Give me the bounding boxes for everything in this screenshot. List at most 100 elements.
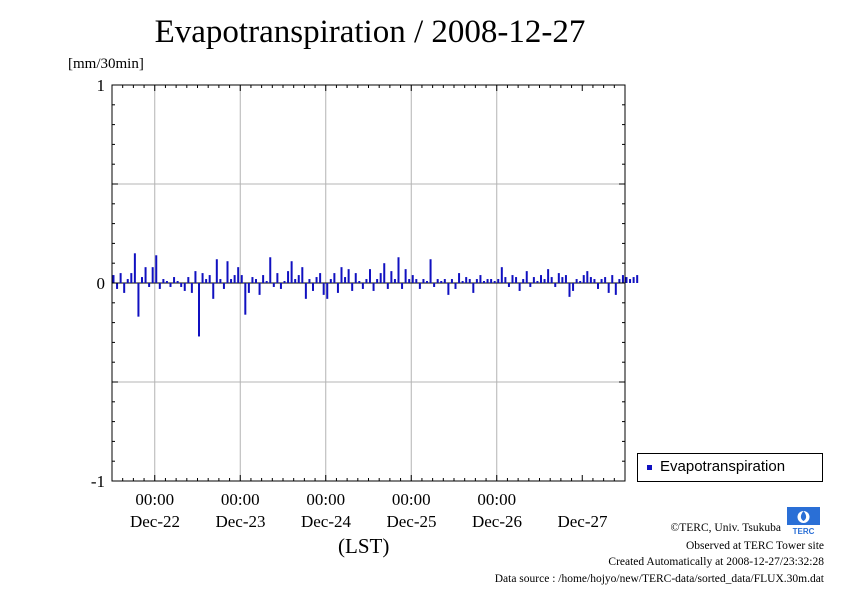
data-bar: [144, 267, 147, 283]
data-bar: [272, 283, 275, 287]
data-bar: [632, 277, 635, 283]
data-bar: [404, 269, 407, 283]
x-tick-label-day: Dec-23: [215, 512, 265, 531]
data-bar: [287, 271, 290, 283]
data-bar: [493, 281, 496, 283]
logo-text: TERC: [793, 527, 815, 536]
x-tick-label-day: Dec-22: [130, 512, 180, 531]
data-bar: [344, 277, 347, 283]
data-bar: [308, 279, 311, 283]
data-bar: [180, 283, 183, 287]
y-tick-label: 0: [97, 274, 106, 293]
data-bar: [629, 279, 632, 283]
data-bar: [422, 279, 425, 283]
data-bar: [589, 277, 592, 283]
data-bar: [176, 281, 179, 283]
data-bar: [162, 279, 165, 283]
data-bar: [500, 267, 503, 283]
data-bar: [525, 271, 528, 283]
data-bar: [621, 275, 624, 283]
data-bar: [190, 283, 193, 293]
data-bar: [351, 283, 354, 291]
data-bar: [490, 279, 493, 283]
x-tick-label-day: Dec-25: [386, 512, 436, 531]
data-bar: [518, 283, 521, 291]
data-bar: [600, 279, 603, 283]
data-bar: [532, 277, 535, 283]
data-bar: [319, 273, 322, 283]
data-bar: [543, 279, 546, 283]
credit-copyright: ©TERC, Univ. Tsukuba: [670, 522, 781, 534]
data-bar: [465, 277, 468, 283]
data-bar: [265, 281, 268, 283]
data-bar: [283, 281, 286, 283]
data-bar: [572, 283, 575, 291]
data-bar: [604, 277, 607, 283]
data-bar: [233, 275, 236, 283]
data-bar: [475, 279, 478, 283]
x-tick-label-time: 00:00: [477, 490, 516, 509]
data-bar: [347, 269, 350, 283]
data-bar: [540, 275, 542, 283]
data-bar: [614, 283, 617, 295]
data-bar: [194, 271, 197, 283]
data-bar: [290, 261, 293, 283]
data-bar: [522, 279, 525, 283]
y-tick-label: -1: [91, 472, 105, 491]
data-bar: [461, 281, 464, 283]
data-bar: [255, 279, 257, 283]
data-bar: [130, 273, 133, 283]
data-bar: [515, 277, 518, 283]
data-bar: [479, 275, 482, 283]
data-bar: [151, 267, 154, 283]
data-bar: [126, 279, 129, 283]
x-tick-label-time: 00:00: [221, 490, 260, 509]
data-bar: [222, 283, 225, 289]
data-bar: [454, 283, 457, 289]
terc-logo-icon: TERC: [783, 503, 824, 536]
data-bar: [483, 281, 485, 283]
data-bar: [557, 273, 560, 283]
data-bar: [312, 283, 314, 291]
credit-observed: Observed at TERC Tower site: [685, 540, 824, 552]
data-bar: [586, 271, 589, 283]
data-bar: [183, 283, 186, 291]
data-bar: [376, 279, 379, 283]
data-bar: [133, 253, 136, 283]
data-bar: [205, 279, 208, 283]
data-bar: [386, 283, 389, 289]
data-bar: [336, 283, 339, 293]
data-bar: [447, 283, 450, 295]
x-tick-label-day: Dec-27: [557, 512, 608, 531]
data-bar: [575, 279, 578, 283]
data-bar: [365, 279, 368, 283]
data-bar: [258, 283, 261, 295]
data-bar: [372, 283, 375, 291]
data-bar: [625, 277, 628, 283]
data-bar: [486, 279, 489, 283]
data-bar: [112, 275, 115, 283]
legend-label: Evapotranspiration: [660, 458, 786, 475]
x-tick-label-time: 00:00: [306, 490, 345, 509]
data-bar: [550, 277, 553, 283]
data-bar: [568, 283, 571, 297]
data-bar: [358, 281, 361, 283]
data-bar: [219, 279, 222, 283]
data-bar: [155, 255, 158, 283]
data-bar: [450, 279, 453, 283]
data-bar: [201, 273, 204, 283]
data-bar: [276, 273, 279, 283]
data-bar: [251, 277, 254, 283]
data-bar: [148, 283, 151, 287]
data-bar: [212, 283, 215, 299]
data-bar: [297, 275, 300, 283]
data-bar: [468, 279, 471, 283]
data-bar: [401, 283, 404, 289]
data-bar: [198, 283, 200, 337]
data-bar: [497, 279, 500, 283]
data-bar: [408, 279, 411, 283]
credit-created: Created Automatically at 2008-12-27/23:3…: [608, 556, 824, 568]
data-bar: [279, 283, 282, 289]
data-bar: [564, 275, 567, 283]
